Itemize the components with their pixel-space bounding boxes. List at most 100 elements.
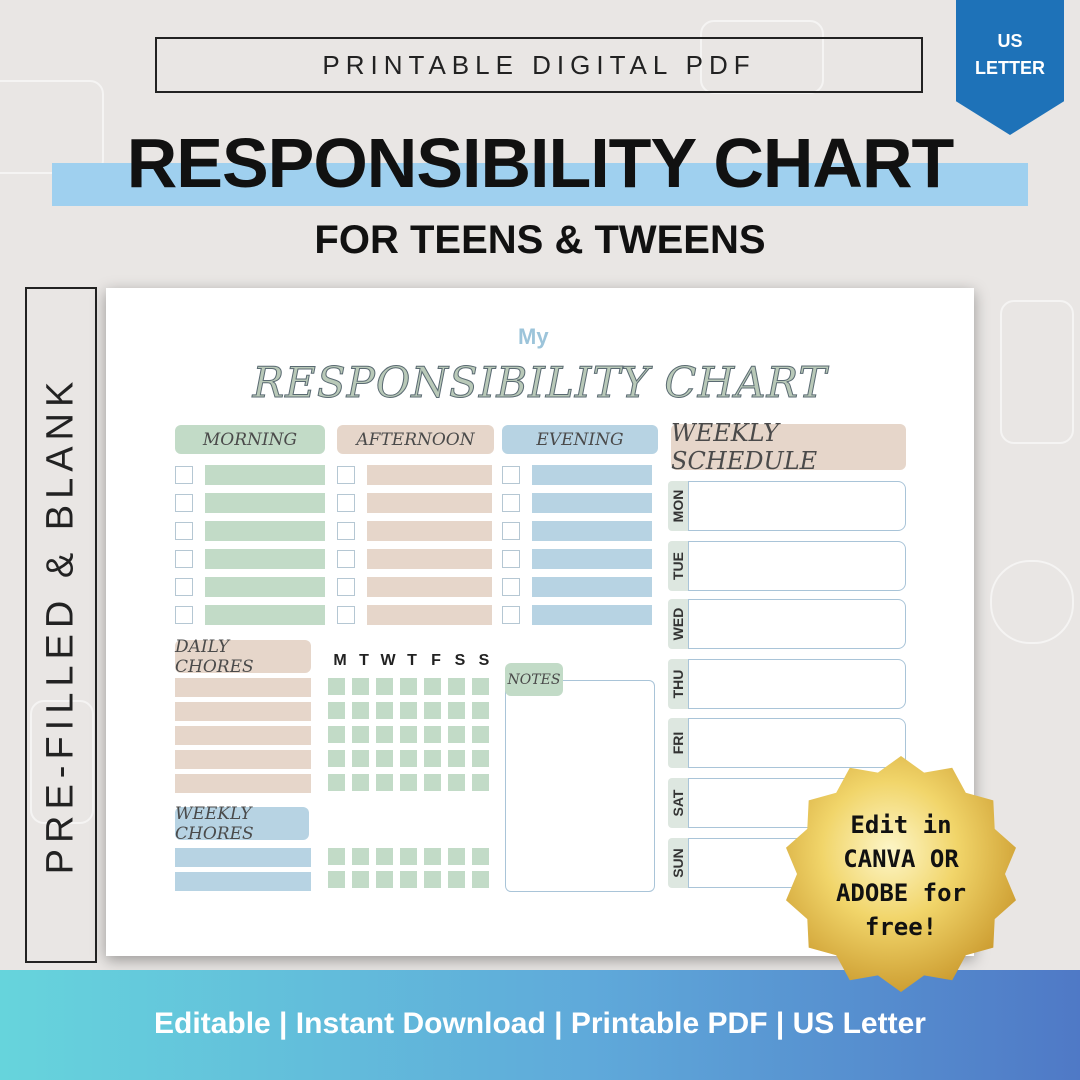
day-entry-box (688, 659, 906, 709)
tracker-cell (400, 848, 417, 865)
tracker-cell (424, 702, 441, 719)
day-label: WED (670, 607, 686, 641)
tracker-cell (328, 774, 345, 791)
tracker-cell (448, 774, 465, 791)
chore-line (175, 678, 311, 697)
checkbox (337, 550, 355, 568)
main-title: RESPONSIBILITY CHART (126, 124, 955, 202)
tracker-cell (448, 871, 465, 888)
morning-header: MORNING (175, 425, 325, 454)
chore-line (532, 465, 652, 485)
day-tab: FRI (668, 718, 688, 768)
checkbox (175, 494, 193, 512)
side-label-text: PRE-FILLED & BLANK (39, 375, 82, 875)
seal-text: Edit in CANVA OR ADOBE for free! (778, 808, 1024, 944)
tracker-cell (424, 848, 441, 865)
day-label: FRI (670, 731, 686, 755)
tracker-cell (328, 750, 345, 767)
schedule-day-row: THU (668, 659, 906, 709)
chore-line (367, 465, 492, 485)
weekly-chores-header: WEEKLY CHORES (175, 804, 309, 844)
tracker-cell (448, 750, 465, 767)
schedule-day-row: TUE (668, 541, 906, 591)
seal-line-4: free! (864, 913, 938, 941)
chore-line (205, 521, 325, 541)
background-doodle (1000, 300, 1074, 444)
tracker-cell (472, 702, 489, 719)
tracker-cell (400, 750, 417, 767)
tracker-cell (376, 750, 393, 767)
checkbox (502, 522, 520, 540)
title-highlight-stripe (52, 163, 1028, 206)
checkbox (337, 578, 355, 596)
chore-line (175, 872, 311, 891)
checkbox (175, 550, 193, 568)
schedule-day-row: MON (668, 481, 906, 531)
tracker-cell (424, 750, 441, 767)
tracker-cell (472, 774, 489, 791)
checkbox (337, 606, 355, 624)
chore-line (532, 521, 652, 541)
weekday-letter: W (380, 652, 396, 669)
seal-line-2: CANVA OR (843, 845, 959, 873)
notes-box (505, 680, 655, 892)
tracker-cell (352, 678, 369, 695)
day-label: TUE (670, 552, 686, 580)
chore-line (532, 605, 652, 625)
weekday-letter: M (333, 652, 347, 669)
day-tab: THU (668, 659, 688, 709)
day-label: SUN (670, 848, 686, 878)
schedule-day-row: WED (668, 599, 906, 649)
daily-chores-header: DAILY CHORES (175, 637, 311, 677)
chore-line (367, 549, 492, 569)
tracker-cell (424, 774, 441, 791)
checkbox (337, 494, 355, 512)
checkbox (175, 606, 193, 624)
tracker-cell (472, 750, 489, 767)
sheet-my-label: My (518, 324, 549, 349)
background-doodle (30, 700, 94, 824)
tracker-cell (352, 774, 369, 791)
notes-header: NOTES (505, 663, 563, 696)
day-entry-box (688, 599, 906, 649)
chore-line (367, 493, 492, 513)
chart-preview-sheet: My RESPONSIBILITY CHART MORNING AFTERNOO… (106, 288, 974, 956)
tracker-cell (448, 678, 465, 695)
tracker-cell (424, 726, 441, 743)
chore-line (175, 750, 311, 769)
tracker-cell (400, 678, 417, 695)
tracker-cell (376, 848, 393, 865)
chore-line (205, 605, 325, 625)
chore-line (175, 702, 311, 721)
tracker-cell (328, 702, 345, 719)
weekday-letter: T (359, 652, 369, 669)
sheet-title: RESPONSIBILITY CHART (252, 358, 828, 408)
chore-line (175, 726, 311, 745)
chore-line (367, 605, 492, 625)
seal-line-1: Edit in (850, 811, 952, 839)
checkbox (337, 522, 355, 540)
evening-header: EVENING (502, 425, 658, 454)
sub-title: FOR TEENS & TWEENS (314, 218, 766, 262)
weekday-letter: S (454, 652, 466, 669)
tracker-cell (400, 871, 417, 888)
tracker-cell (472, 848, 489, 865)
checkbox (502, 578, 520, 596)
chore-line (532, 577, 652, 597)
day-tab: TUE (668, 541, 688, 591)
background-doodle (700, 20, 824, 94)
tracker-cell (328, 678, 345, 695)
checkbox (502, 466, 520, 484)
weekday-letter: F (431, 652, 441, 669)
checkbox (502, 606, 520, 624)
tracker-cell (400, 726, 417, 743)
tracker-cell (400, 774, 417, 791)
day-tab: SAT (668, 778, 688, 828)
tracker-cell (376, 702, 393, 719)
weekday-letter: S (478, 652, 490, 669)
weekly-schedule-header: WEEKLY SCHEDULE (671, 419, 906, 475)
chore-line (367, 521, 492, 541)
chore-line (205, 549, 325, 569)
tracker-cell (352, 702, 369, 719)
